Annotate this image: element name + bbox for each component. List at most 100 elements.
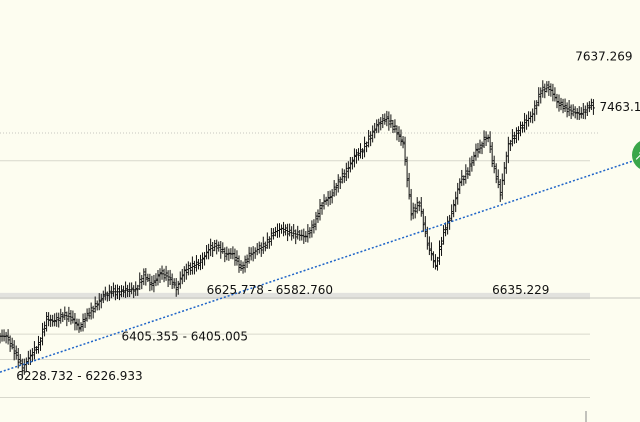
ohlc-bar bbox=[109, 286, 113, 299]
ohlc-bar bbox=[498, 179, 502, 203]
ohlc-bar bbox=[132, 285, 136, 299]
ohlc-bar bbox=[63, 306, 67, 321]
ohlc-bar bbox=[194, 255, 198, 272]
trendline-badge[interactable]: ↗ bbox=[632, 139, 640, 171]
ohlc-bar bbox=[51, 314, 55, 327]
ohlc-bar bbox=[77, 318, 81, 333]
ohlc-bar bbox=[427, 236, 431, 256]
ohlc-bar bbox=[523, 112, 527, 133]
ohlc-bar bbox=[126, 284, 130, 298]
ohlc-bar bbox=[47, 312, 51, 327]
trendline[interactable] bbox=[0, 157, 640, 373]
ohlc-bar bbox=[535, 100, 539, 115]
ohlc-bar bbox=[188, 262, 192, 275]
ohlc-bar bbox=[338, 176, 342, 190]
ohlc-bars bbox=[0, 80, 595, 378]
ohlc-bar bbox=[476, 142, 480, 158]
ohlc-bar bbox=[555, 93, 559, 109]
ohlc-bar bbox=[367, 129, 371, 148]
ohlc-bar bbox=[34, 346, 38, 354]
ohlc-bar bbox=[429, 242, 433, 261]
ohlc-bar bbox=[142, 268, 146, 286]
ohlc-bar bbox=[466, 167, 470, 179]
ohlc-bar bbox=[496, 169, 500, 189]
badge-arrow-icon: ↗ bbox=[634, 149, 640, 164]
ohlc-bar bbox=[190, 256, 194, 275]
ohlc-bar bbox=[259, 242, 263, 257]
ohlc-bar bbox=[308, 227, 312, 239]
ohlc-bar bbox=[146, 273, 150, 282]
ohlc-bar bbox=[203, 251, 207, 266]
ohlc-bar bbox=[577, 106, 581, 120]
ohlc-bar bbox=[391, 119, 395, 134]
ohlc-bar bbox=[247, 246, 251, 264]
ohlc-bar bbox=[450, 204, 454, 222]
ohlc-bar bbox=[464, 164, 468, 184]
ohlc-bar bbox=[178, 271, 182, 289]
ohlc-bar bbox=[567, 100, 571, 117]
ohlc-bar bbox=[516, 126, 520, 141]
ohlc-bar bbox=[563, 98, 567, 112]
ohlc-bar bbox=[148, 273, 152, 292]
ohlc-bar bbox=[154, 273, 158, 287]
ohlc-bar bbox=[415, 197, 419, 214]
ohlc-bar bbox=[533, 100, 537, 122]
ohlc-bar bbox=[304, 231, 308, 243]
ohlc-bar bbox=[435, 256, 439, 271]
ohlc-bar bbox=[508, 139, 512, 152]
ohlc-bar bbox=[215, 239, 219, 255]
ohlc-bar bbox=[128, 282, 132, 298]
ohlc-bar bbox=[373, 122, 377, 139]
ohlc-bar bbox=[223, 247, 227, 263]
ohlc-bar bbox=[417, 200, 421, 212]
ohlc-bar bbox=[176, 280, 180, 295]
ohlc-bar bbox=[403, 136, 407, 166]
annotation-label-0: 6228.732 - 6226.933 bbox=[16, 369, 142, 383]
ohlc-bar bbox=[20, 358, 24, 378]
ohlc-bar bbox=[105, 291, 109, 302]
ohlc-bar bbox=[267, 236, 271, 249]
ohlc-bar bbox=[397, 126, 401, 142]
ohlc-bar bbox=[369, 131, 373, 147]
ohlc-bar bbox=[458, 178, 462, 194]
ohlc-bar bbox=[120, 285, 124, 298]
ohlc-bar bbox=[160, 265, 164, 280]
ohlc-bar bbox=[71, 310, 75, 324]
ohlc-bar bbox=[134, 281, 138, 296]
ohlc-bar bbox=[561, 98, 565, 114]
ohlc-bar bbox=[233, 248, 237, 266]
ohlc-bar bbox=[411, 202, 415, 220]
ohlc-bar bbox=[320, 202, 324, 215]
ohlc-bar bbox=[288, 223, 292, 237]
ohlc-bar bbox=[199, 254, 203, 271]
ohlc-bar bbox=[36, 335, 40, 354]
ohlc-bar bbox=[265, 232, 269, 249]
ohlc-bar bbox=[474, 143, 478, 161]
ohlc-bar bbox=[330, 189, 334, 204]
ohlc-bar bbox=[55, 312, 59, 327]
ohlc-bar bbox=[32, 341, 36, 360]
ohlc-bar bbox=[61, 312, 65, 322]
ohlc-bar bbox=[180, 268, 184, 285]
band-0 bbox=[0, 292, 590, 300]
ohlc-bar bbox=[591, 99, 595, 115]
badge-circle[interactable] bbox=[632, 139, 640, 171]
ohlc-bar bbox=[65, 311, 69, 327]
ohlc-bar bbox=[111, 282, 115, 297]
annotation-label-4: 7637.269 bbox=[575, 49, 632, 63]
ohlc-bar bbox=[115, 284, 119, 299]
ohlc-bar bbox=[557, 94, 561, 112]
ohlc-bar bbox=[365, 141, 369, 153]
ohlc-bar bbox=[354, 149, 358, 164]
ohlc-bar bbox=[318, 199, 322, 221]
ohlc-bar bbox=[326, 191, 330, 207]
ohlc-bar bbox=[122, 285, 126, 298]
price-bands bbox=[0, 292, 590, 300]
ohlc-bar bbox=[324, 196, 328, 205]
ohlc-bar bbox=[454, 191, 458, 213]
ohlc-bar bbox=[271, 228, 275, 240]
ohlc-bar bbox=[381, 114, 385, 129]
ohlc-bar bbox=[437, 240, 441, 265]
ohlc-bar bbox=[18, 354, 22, 365]
